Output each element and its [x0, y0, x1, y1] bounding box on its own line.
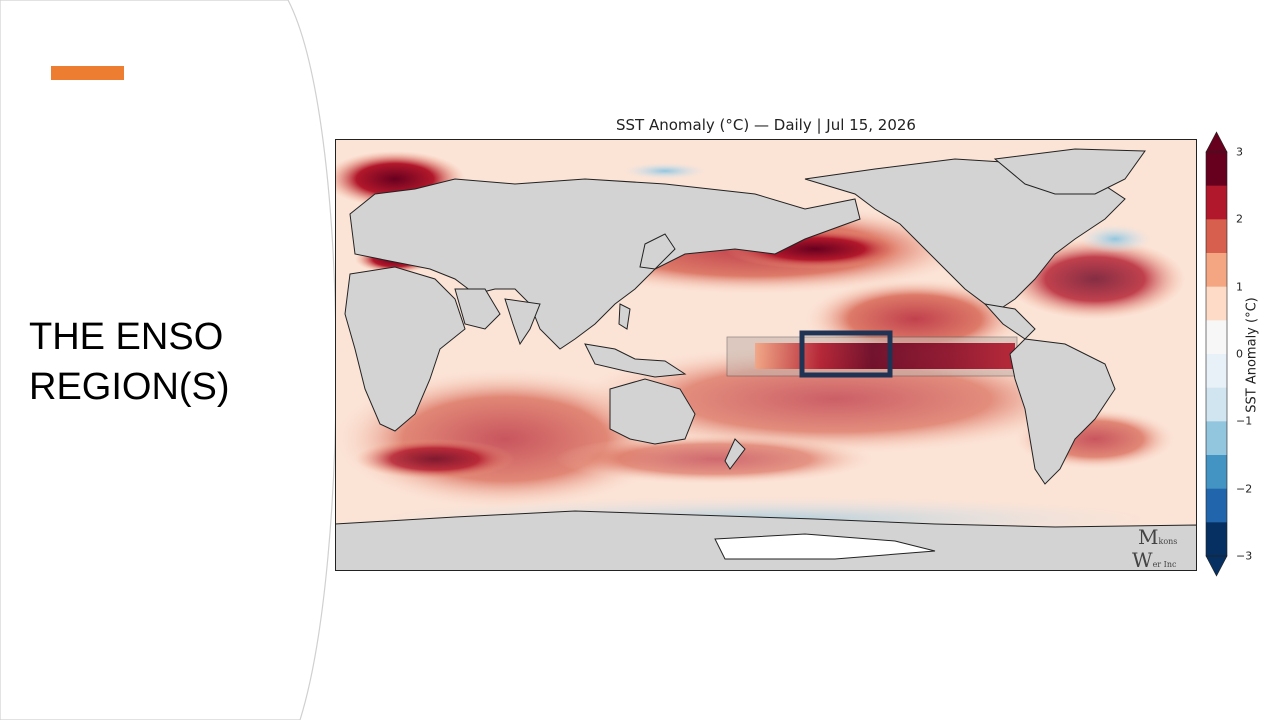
south-america-land	[1009, 338, 1116, 485]
accent-bar	[51, 66, 124, 80]
slide-title: THE ENSO REGION(S)	[29, 312, 289, 412]
colorbar-segment	[1206, 387, 1227, 422]
africa-land	[344, 266, 466, 432]
colorbar-segment	[1206, 421, 1227, 456]
new-zealand-land	[724, 438, 746, 470]
slide-title-line1: THE ENSO	[29, 316, 224, 358]
watermark-line2: W	[1132, 548, 1153, 572]
ocean-anomaly-patch	[555, 434, 875, 484]
sst-anomaly-map	[335, 139, 1197, 571]
colorbar-segment	[1206, 522, 1227, 557]
philippines-land	[618, 303, 631, 330]
colorbar-segment	[1206, 286, 1227, 321]
nino-anomaly-strip	[755, 343, 1015, 369]
central-america-land	[983, 303, 1036, 340]
colorbar-segment	[1206, 354, 1227, 389]
ocean-anomaly-patch	[355, 439, 515, 479]
japan-land	[639, 233, 676, 270]
watermark: Mkons	[1138, 525, 1177, 549]
ocean-anomaly-patch	[625, 163, 705, 179]
watermark-line1: M	[1138, 525, 1159, 549]
colorbar-tick-label: 2	[1236, 212, 1243, 226]
colorbar-segment	[1206, 219, 1227, 254]
australia-land	[609, 378, 696, 445]
colorbar-tick-label: −2	[1236, 482, 1253, 496]
colorbar-tick-label: 0	[1236, 347, 1243, 361]
colorbar-segment	[1206, 455, 1227, 490]
antarctic-ice-shelf	[714, 533, 936, 560]
colorbar-tick-label: 1	[1236, 280, 1243, 294]
eurasia-land	[349, 178, 861, 350]
map-title: SST Anomaly (°C) — Daily | Jul 15, 2026	[616, 116, 916, 134]
colorbar-min-arrow	[1205, 555, 1228, 577]
colorbar	[1205, 131, 1228, 577]
se-asia-islands	[584, 343, 687, 378]
greenland-land	[993, 148, 1146, 195]
colorbar-segment	[1206, 185, 1227, 220]
nino-highlight-box	[799, 330, 893, 378]
colorbar-tick-label: −1	[1236, 414, 1253, 428]
slide-title-line2: REGION(S)	[29, 366, 230, 408]
arabia-india-land	[454, 288, 501, 330]
watermark-2: Wer Inc	[1132, 548, 1176, 572]
colorbar-segment	[1206, 253, 1227, 288]
colorbar-label: SST Anomaly (°C)	[1244, 297, 1260, 413]
colorbar-frame	[1205, 151, 1228, 557]
india-land	[504, 298, 541, 346]
colorbar-tick-label: −3	[1236, 549, 1253, 563]
land-masses	[335, 148, 1197, 571]
colorbar-segment	[1206, 152, 1227, 187]
colorbar-tick-label: 3	[1236, 145, 1243, 159]
colorbar-segment	[1206, 320, 1227, 355]
map-border	[335, 139, 1197, 571]
watermark-line1-small: kons	[1158, 537, 1178, 546]
colorbar-max-arrow	[1205, 131, 1228, 153]
colorbar-segments	[1205, 131, 1228, 577]
ocean-anomaly-patch	[1080, 225, 1150, 253]
colorbar-segment	[1206, 488, 1227, 523]
watermark-line2-small: er Inc	[1152, 560, 1177, 569]
